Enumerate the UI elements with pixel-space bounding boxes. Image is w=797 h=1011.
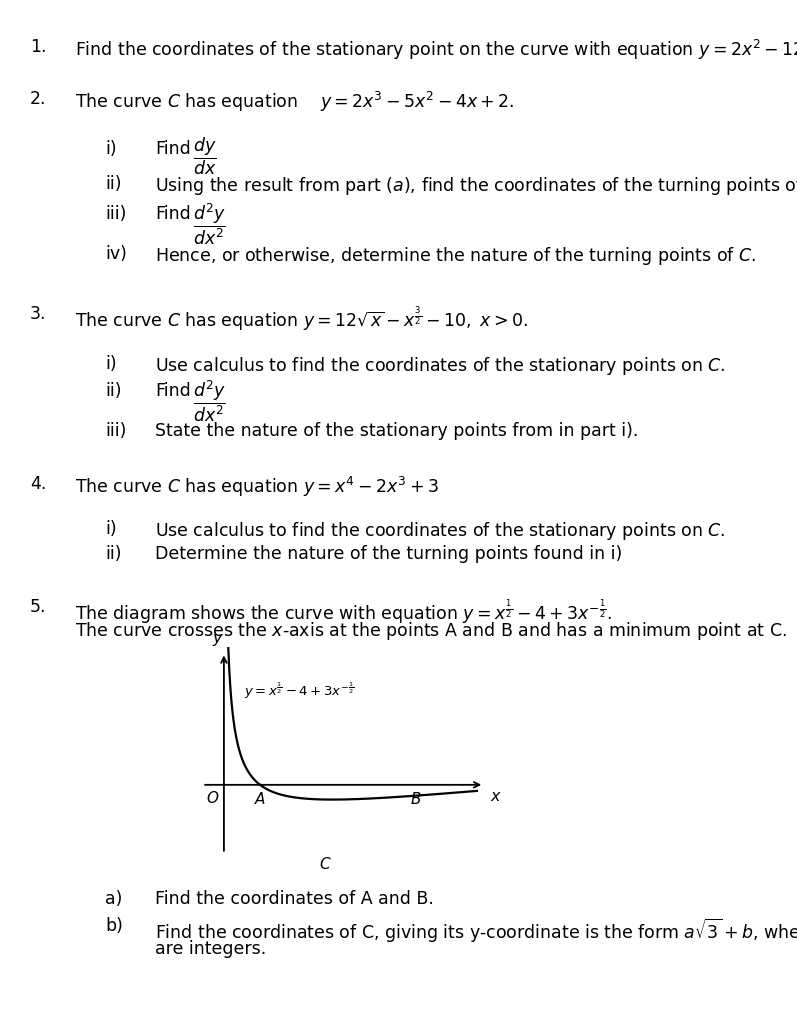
- Text: Find the coordinates of C, giving its y-coordinate is the form $a\sqrt{3} + b$, : Find the coordinates of C, giving its y-…: [155, 916, 797, 944]
- Text: 2.: 2.: [30, 90, 46, 108]
- Text: $\dfrac{dy}{dx}$: $\dfrac{dy}{dx}$: [193, 135, 217, 177]
- Text: The curve $C$ has equation $\quad y = 2x^3 - 5x^2 - 4x + 2.$: The curve $C$ has equation $\quad y = 2x…: [75, 90, 514, 114]
- Text: $C$: $C$: [319, 855, 332, 871]
- Text: 5.: 5.: [30, 598, 46, 616]
- Text: $O$: $O$: [206, 790, 219, 805]
- Text: a): a): [105, 889, 123, 907]
- Text: 3.: 3.: [30, 304, 46, 323]
- Text: iv): iv): [105, 245, 127, 263]
- Text: iii): iii): [105, 205, 127, 222]
- Text: $y = x^{\frac{1}{2}} - 4 + 3x^{-\frac{1}{2}}$: $y = x^{\frac{1}{2}} - 4 + 3x^{-\frac{1}…: [244, 680, 354, 701]
- Text: $y$: $y$: [213, 632, 225, 647]
- Text: ii): ii): [105, 545, 121, 562]
- Text: Determine the nature of the turning points found in i): Determine the nature of the turning poin…: [155, 545, 622, 562]
- Text: ii): ii): [105, 381, 121, 399]
- Text: Find: Find: [155, 205, 190, 222]
- Text: 4.: 4.: [30, 474, 46, 492]
- Text: Find the coordinates of A and B.: Find the coordinates of A and B.: [155, 889, 434, 907]
- Text: The curve $C$ has equation $y = 12\sqrt{x} - x^{\frac{3}{2}} - 10,\; x > 0.$: The curve $C$ has equation $y = 12\sqrt{…: [75, 304, 528, 333]
- Text: Using the result from part $(a)$, find the coordinates of the turning points of : Using the result from part $(a)$, find t…: [155, 175, 797, 197]
- Text: $x$: $x$: [489, 789, 501, 804]
- Text: $\dfrac{d^2y}{dx^2}$: $\dfrac{d^2y}{dx^2}$: [193, 378, 226, 424]
- Text: are integers.: are integers.: [155, 939, 266, 957]
- Text: 1.: 1.: [30, 38, 46, 56]
- Text: Use calculus to find the coordinates of the stationary points on $C$.: Use calculus to find the coordinates of …: [155, 520, 725, 542]
- Text: Find the coordinates of the stationary point on the curve with equation $y = 2x^: Find the coordinates of the stationary p…: [75, 38, 797, 62]
- Text: Find: Find: [155, 381, 190, 399]
- Text: ii): ii): [105, 175, 121, 193]
- Text: iii): iii): [105, 422, 127, 440]
- Text: i): i): [105, 140, 116, 158]
- Text: $A$: $A$: [254, 791, 266, 807]
- Text: $B$: $B$: [410, 791, 422, 807]
- Text: i): i): [105, 355, 116, 373]
- Text: The curve $C$ has equation $y = x^4 - 2x^3 + 3$: The curve $C$ has equation $y = x^4 - 2x…: [75, 474, 438, 498]
- Text: Find: Find: [155, 140, 190, 158]
- Text: Hence, or otherwise, determine the nature of the turning points of $C$.: Hence, or otherwise, determine the natur…: [155, 245, 756, 267]
- Text: State the nature of the stationary points from in part i).: State the nature of the stationary point…: [155, 422, 638, 440]
- Text: The diagram shows the curve with equation $y = x^{\frac{1}{2}} - 4 + 3x^{-\frac{: The diagram shows the curve with equatio…: [75, 598, 612, 626]
- Text: b): b): [105, 916, 123, 934]
- Text: $\dfrac{d^2y}{dx^2}$: $\dfrac{d^2y}{dx^2}$: [193, 201, 226, 247]
- Text: The curve crosses the $x$-axis at the points A and B and has a minimum point at : The curve crosses the $x$-axis at the po…: [75, 620, 787, 641]
- Text: i): i): [105, 520, 116, 538]
- Text: Use calculus to find the coordinates of the stationary points on $C$.: Use calculus to find the coordinates of …: [155, 355, 725, 377]
